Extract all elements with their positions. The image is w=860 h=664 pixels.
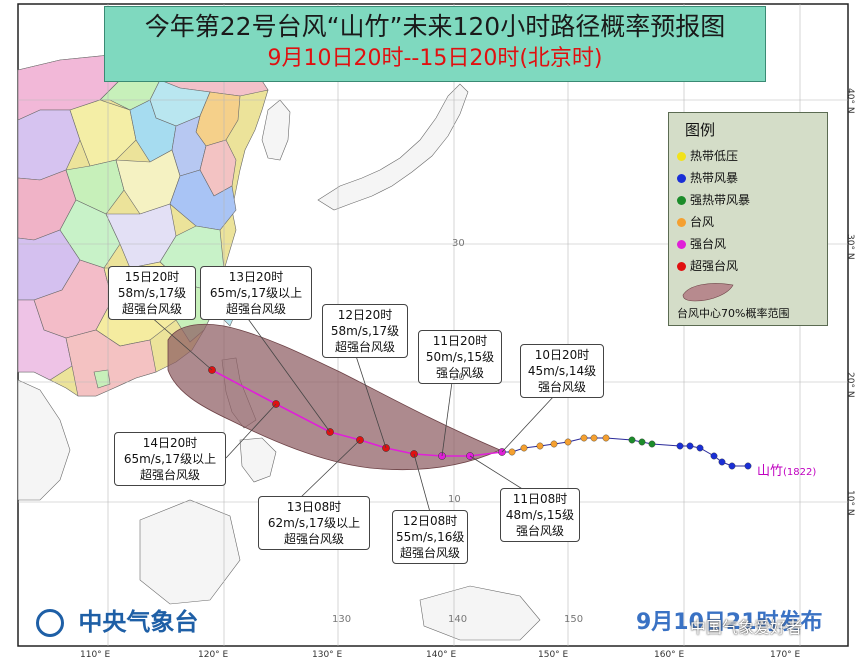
title-box: 今年第22号台风“山竹”未来120小时路径概率预报图 9月10日20时--15日… [104,6,766,82]
japan-islands [317,83,469,211]
past-position-dot [648,440,656,448]
green-dot-icon [677,196,686,205]
lon-label-120: 120° E [198,650,229,660]
past-position-dot [508,448,516,456]
lon-label-130: 130° E [312,650,343,660]
leader-line [299,439,361,499]
legend-range-label: 台风中心70%概率范围 [677,307,790,320]
past-position-dot [728,462,736,470]
korea-peninsula [261,99,291,161]
callout-12d08: 12日08时 55m/s,16级 超强台风级 [392,510,468,564]
past-position-dot [580,434,588,442]
legend-item-super: 超强台风 [677,257,738,274]
borneo [139,499,241,605]
yellow-dot-icon [677,152,686,161]
past-position-dot [696,444,704,452]
lon-label-150: 150° E [538,650,569,660]
past-position-dot [536,442,544,450]
callout-10d20: 10日20时 45m/s,14级 强台风级 [520,344,604,398]
callout-12d20: 12日20时 58m/s,17级 超强台风级 [322,304,408,358]
leader-line [149,315,213,371]
legend-title: 图例 [685,121,716,139]
lat-label-40: 40° N [845,88,855,114]
callout-15d20: 15日20时 58m/s,17级 超强台风级 [108,266,196,320]
leader-line [469,455,525,491]
past-position-dot [550,440,558,448]
map-subtitle: 9月10日20时--15日20时(北京时) [267,46,603,71]
cone-sample-icon [682,283,734,302]
grid-lon-130: 130 [332,614,352,625]
leader-line [355,355,387,449]
map-title: 今年第22号台风“山竹”未来120小时路径概率预报图 [144,12,726,41]
past-position-dot [564,438,572,446]
orange-dot-icon [677,218,686,227]
red-dot-icon [677,262,686,271]
leader-line [245,315,331,433]
blue-dot-icon [677,174,686,183]
grid-lat-20: 20 [452,372,465,383]
leader-line [441,381,453,457]
callout-11d20: 11日20时 50m/s,15级 强台风级 [418,330,502,384]
lat-label-20: 20° N [845,372,855,398]
legend-panel: 图例 热带低压 热带风暴 强热带风暴 台风 强台风 超强台风 台风中心70%概率… [668,112,828,326]
issue-time: 9月10日21时发布 [636,610,823,635]
lon-label-160: 160° E [654,650,685,660]
past-position-dot [718,458,726,466]
past-position-dot [602,434,610,442]
lon-label-170: 170° E [770,650,801,660]
past-position-dot [686,442,694,450]
cma-logo-icon [36,609,64,637]
grid-lon-150: 150 [564,614,584,625]
past-position-dot [676,442,684,450]
indochina [17,379,71,501]
past-position-dot [710,452,718,460]
grid-lat-30: 30 [452,238,465,249]
grid-lon-140: 140 [448,614,468,625]
leader-line [225,403,277,459]
callout-13d08: 13日08时 62m/s,17级以上 超强台风级 [258,496,370,550]
legend-item-ts: 热带风暴 [677,169,738,186]
legend-item-td: 热带低压 [677,147,738,164]
legend-item-sty: 强台风 [677,235,726,252]
lat-label-10: 10° N [845,490,855,516]
past-position-dot [628,436,636,444]
hainan-island [93,369,111,389]
lat-label-30: 30° N [845,234,855,260]
magenta-dot-icon [677,240,686,249]
grid-lat-10: 10 [448,494,461,505]
legend-item-sts: 强热带风暴 [677,191,750,208]
philippines-south [239,437,277,483]
callout-13d20: 13日20时 65m/s,17级以上 超强台风级 [200,266,312,320]
new-guinea [419,585,541,641]
lon-label-140: 140° E [426,650,457,660]
lon-label-110: 110° E [80,650,111,660]
past-position-dot [590,434,598,442]
legend-item-ty: 台风 [677,213,714,230]
leader-line [501,395,555,453]
past-position-dot [520,444,528,452]
leader-line [413,453,431,513]
callout-14d20: 14日20时 65m/s,17级以上 超强台风级 [114,432,226,486]
callout-11d08: 11日08时 48m/s,15级 强台风级 [500,488,580,542]
agency-name: 中央气象台 [36,602,198,637]
callout-leader-lines [149,315,555,513]
past-position-dot [744,462,752,470]
past-position-dot [638,438,646,446]
storm-name-label: 山竹(1822) [757,464,817,479]
wechat-watermark: 中国气象爱好者 [690,618,803,637]
